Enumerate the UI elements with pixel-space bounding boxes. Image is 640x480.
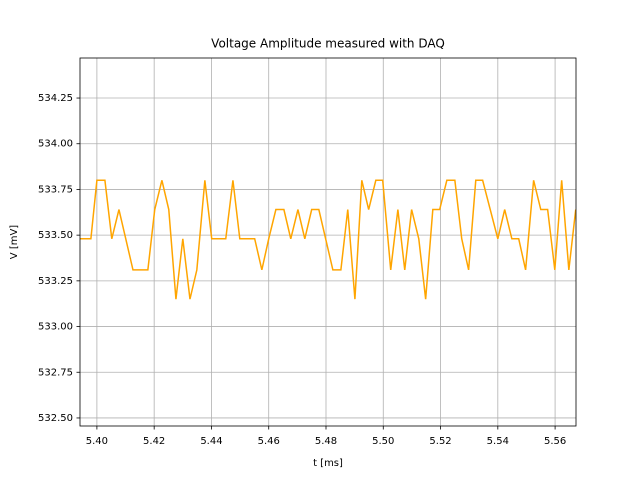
x-tick-label: 5.42	[143, 436, 165, 447]
x-tick-label: 5.48	[315, 436, 337, 447]
y-tick-label: 533.75	[38, 184, 73, 195]
y-tick-label: 533.50	[38, 230, 73, 241]
y-tick-label: 533.00	[38, 322, 73, 333]
y-tick-label: 532.50	[38, 413, 73, 424]
x-tick-label: 5.52	[429, 436, 451, 447]
axes-frame	[79, 57, 577, 427]
x-tick-label: 5.54	[487, 436, 509, 447]
data-line	[80, 179, 576, 300]
y-tick-label: 534.00	[38, 139, 73, 150]
y-axis-label: V [mV]	[9, 225, 20, 260]
y-tick-label: 533.25	[38, 276, 73, 287]
x-axis-label: t [ms]	[313, 458, 343, 469]
chart-title: Voltage Amplitude measured with DAQ	[211, 37, 445, 51]
y-tick-label: 534.25	[38, 93, 73, 104]
x-tick-label: 5.46	[258, 436, 280, 447]
x-tick-label: 5.56	[544, 436, 566, 447]
x-tick-label: 5.40	[86, 436, 108, 447]
x-tick-label: 5.50	[372, 436, 394, 447]
y-tick-label: 532.75	[38, 367, 73, 378]
x-tick-label: 5.44	[200, 436, 222, 447]
